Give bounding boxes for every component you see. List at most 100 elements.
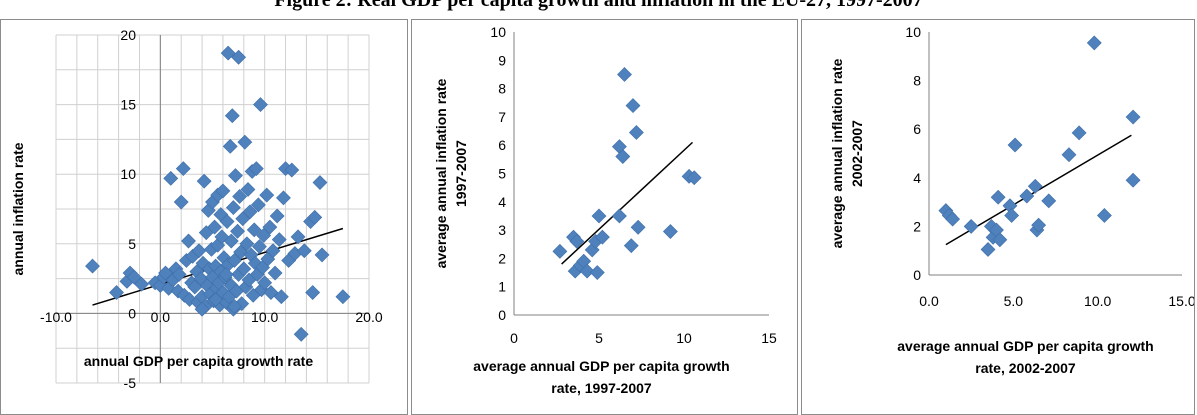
data-point (250, 197, 266, 213)
data-point (269, 208, 285, 224)
data-point (219, 214, 235, 229)
data-point (109, 285, 124, 300)
data-point (240, 182, 256, 197)
x-tick-label: 0.0 (919, 293, 939, 309)
x-axis-title: annual GDP per capita growth rate (84, 353, 313, 369)
data-point (220, 45, 236, 61)
data-point (615, 149, 631, 164)
x-tick-label: 15 (761, 330, 777, 346)
y-tick-label: 1 (498, 279, 506, 295)
data-point (232, 189, 248, 204)
data-point (187, 279, 203, 295)
data-point (242, 204, 258, 220)
data-point (230, 223, 245, 239)
data-point (233, 244, 249, 260)
data-point (226, 253, 242, 268)
data-point (237, 134, 253, 150)
data-point (222, 138, 238, 154)
data-point (1086, 35, 1102, 51)
x-axis-title: average annual GDP per capita growth (897, 338, 1153, 354)
data-point (1004, 208, 1020, 223)
y-axis-title: annual inflation rate (10, 142, 26, 275)
data-point (246, 222, 262, 238)
data-point (223, 233, 239, 249)
data-point (611, 208, 627, 224)
data-point (990, 189, 1006, 205)
chart-panel-2002-2007: 0.0 5.0 10.0 15.0 0 2 4 6 8 10 average annual GDP … (801, 19, 1195, 415)
y-tick-label: 10 (905, 24, 921, 40)
data-point (271, 232, 287, 248)
y-tick-label: 3 (498, 222, 506, 238)
data-point (335, 289, 351, 305)
y-tick-label: 0 (128, 305, 136, 321)
data-point (307, 209, 323, 225)
x-tick-label: 20.0 (355, 309, 382, 325)
data-point (630, 219, 646, 235)
x-tick-label: 0.0 (151, 309, 171, 325)
y-tick-label: 10 (120, 166, 136, 182)
data-point (314, 247, 330, 263)
data-point (1041, 193, 1057, 209)
data-point (963, 218, 979, 234)
data-point (591, 208, 607, 224)
data-point (273, 289, 289, 305)
data-point (175, 161, 191, 177)
data-point (207, 219, 223, 235)
x-tick-label: 10.0 (251, 309, 278, 325)
y-tick-label: 8 (498, 81, 506, 97)
data-point (552, 243, 568, 259)
y-tick-label: 0 (913, 267, 921, 283)
x-tick-label: -10.0 (40, 309, 72, 325)
y-tick-label: 6 (913, 121, 921, 137)
scatter-chart-annual: -10.0 0.0 10.0 20.0 -5 0 5 10 15 20 annual GDP per… (10, 27, 383, 391)
data-point (617, 67, 632, 82)
data-point (85, 258, 100, 274)
data-point (1031, 217, 1047, 233)
x-tick-label: 5.0 (1004, 293, 1024, 309)
data-point (196, 173, 212, 189)
y-tick-label: 4 (913, 170, 921, 186)
y-axis-title: 2002-2007 (849, 120, 865, 187)
scatter-chart-1997-2007: 0 5 10 15 0 1 2 3 4 5 6 7 8 9 10 average annual GDP per… (433, 24, 777, 396)
data-point (218, 266, 234, 282)
data-point (253, 97, 268, 113)
scatter-chart-2002-2007: 0.0 5.0 10.0 15.0 0 2 4 6 8 10 average annual GDP … (829, 24, 1194, 376)
data-point (276, 190, 291, 206)
data-point (1061, 147, 1077, 163)
data-point (265, 243, 281, 259)
data-point (305, 285, 321, 300)
y-tick-label: 7 (498, 109, 506, 125)
data-point (252, 239, 267, 255)
data-point (181, 233, 196, 249)
figure-title: Figure 2: Real GDP per capita growth and… (274, 0, 923, 11)
data-point (171, 266, 187, 282)
x-axis-title: average annual GDP per capita growth (473, 358, 729, 374)
data-point (239, 236, 255, 252)
x-tick-label: 10.0 (1084, 293, 1111, 309)
data-point (259, 187, 275, 203)
y-tick-label: 20 (120, 27, 136, 43)
data-point (625, 98, 641, 114)
x-axis-title: rate, 1997-2007 (551, 380, 652, 396)
y-tick-label: 10 (490, 24, 506, 40)
data-point (992, 232, 1008, 248)
data-point (312, 175, 328, 190)
data-point (215, 183, 231, 199)
data-point (226, 299, 242, 314)
data-point (594, 229, 610, 245)
y-axis-title: average annual inflation rate (829, 58, 845, 248)
y-tick-label: 2 (498, 250, 506, 266)
data-point (248, 161, 264, 177)
y-tick-label: 2 (913, 218, 921, 234)
y-tick-label: 8 (913, 73, 921, 89)
data-point (293, 326, 309, 342)
data-point (628, 125, 644, 140)
data-point (225, 200, 241, 216)
data-point (262, 219, 278, 235)
data-point (208, 292, 224, 307)
y-tick-label: 6 (498, 137, 506, 153)
x-tick-label: 0 (510, 330, 518, 346)
x-tick-label: 5 (595, 330, 603, 346)
data-point (236, 261, 252, 277)
data-point (623, 238, 639, 254)
